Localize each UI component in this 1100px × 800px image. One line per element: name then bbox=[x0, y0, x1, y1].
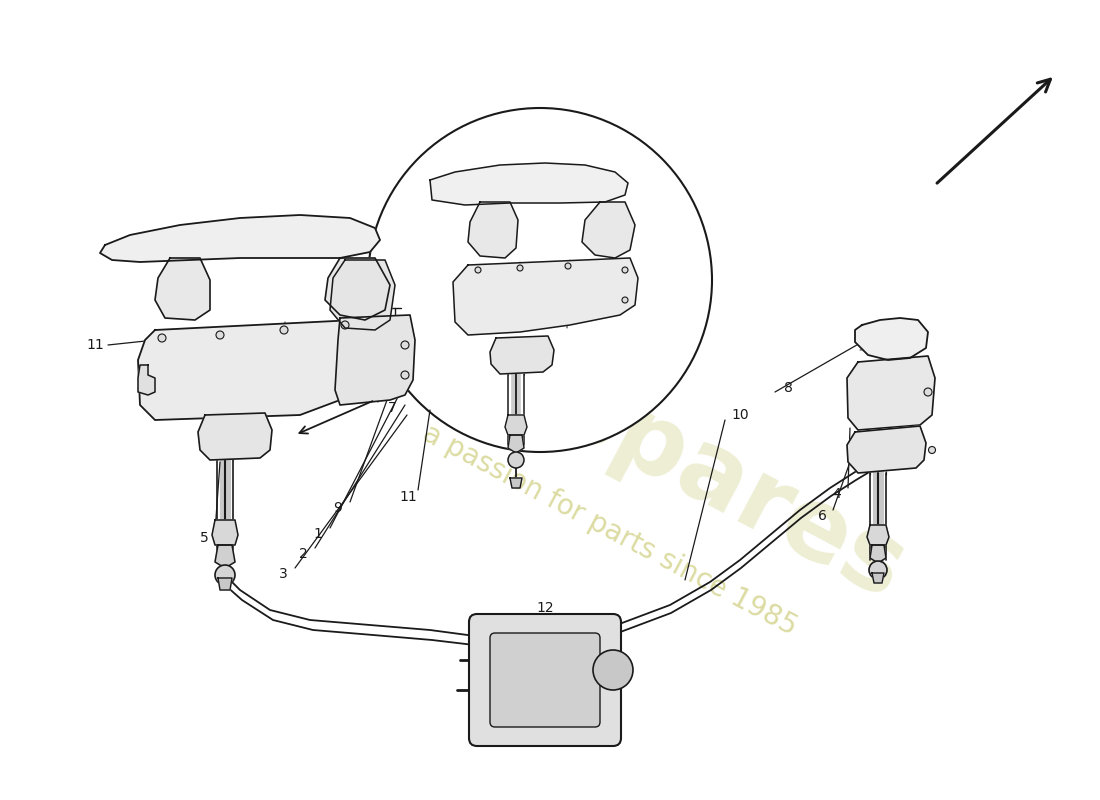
Polygon shape bbox=[336, 315, 415, 405]
Polygon shape bbox=[867, 525, 889, 545]
Polygon shape bbox=[138, 365, 155, 395]
Circle shape bbox=[540, 640, 550, 650]
Polygon shape bbox=[855, 318, 928, 360]
Text: 9: 9 bbox=[333, 501, 342, 515]
Circle shape bbox=[508, 452, 524, 468]
Polygon shape bbox=[330, 260, 395, 330]
FancyBboxPatch shape bbox=[469, 614, 621, 746]
Polygon shape bbox=[508, 435, 524, 453]
Circle shape bbox=[475, 267, 481, 273]
Circle shape bbox=[869, 561, 887, 579]
Circle shape bbox=[565, 263, 571, 269]
Circle shape bbox=[216, 331, 224, 339]
Polygon shape bbox=[582, 202, 635, 258]
Text: eurospares: eurospares bbox=[318, 238, 922, 622]
Polygon shape bbox=[212, 520, 238, 545]
Circle shape bbox=[621, 267, 628, 273]
Text: 10: 10 bbox=[732, 408, 749, 422]
Circle shape bbox=[368, 108, 712, 452]
Polygon shape bbox=[847, 426, 926, 473]
Text: a passion for parts since 1985: a passion for parts since 1985 bbox=[418, 419, 802, 641]
Polygon shape bbox=[847, 356, 935, 430]
Polygon shape bbox=[505, 415, 527, 435]
Text: 8: 8 bbox=[783, 381, 792, 395]
Polygon shape bbox=[138, 318, 410, 420]
Polygon shape bbox=[214, 545, 235, 568]
Polygon shape bbox=[218, 578, 232, 590]
Circle shape bbox=[593, 650, 632, 690]
Text: 5: 5 bbox=[199, 531, 208, 545]
Circle shape bbox=[341, 321, 349, 329]
Circle shape bbox=[924, 388, 932, 396]
Polygon shape bbox=[490, 336, 554, 374]
Text: 3: 3 bbox=[278, 567, 287, 581]
Polygon shape bbox=[198, 413, 272, 460]
Polygon shape bbox=[510, 478, 522, 488]
Circle shape bbox=[402, 341, 409, 349]
Polygon shape bbox=[100, 215, 380, 262]
Text: 11: 11 bbox=[86, 338, 103, 352]
Polygon shape bbox=[324, 258, 390, 320]
Circle shape bbox=[517, 265, 522, 271]
Text: 12: 12 bbox=[536, 601, 553, 615]
Polygon shape bbox=[468, 202, 518, 258]
Circle shape bbox=[402, 371, 409, 379]
Polygon shape bbox=[453, 258, 638, 335]
Circle shape bbox=[214, 565, 235, 585]
Text: 11: 11 bbox=[399, 490, 417, 504]
Circle shape bbox=[621, 297, 628, 303]
Polygon shape bbox=[430, 163, 628, 205]
Circle shape bbox=[158, 334, 166, 342]
Polygon shape bbox=[872, 573, 884, 583]
FancyBboxPatch shape bbox=[490, 633, 600, 727]
Circle shape bbox=[280, 326, 288, 334]
Text: 2: 2 bbox=[298, 547, 307, 561]
Text: 4: 4 bbox=[833, 487, 842, 501]
Text: 1: 1 bbox=[314, 527, 322, 541]
Polygon shape bbox=[155, 258, 210, 320]
Polygon shape bbox=[870, 545, 886, 563]
Text: 7: 7 bbox=[387, 401, 396, 415]
Text: 6: 6 bbox=[817, 509, 826, 523]
Circle shape bbox=[928, 446, 935, 454]
